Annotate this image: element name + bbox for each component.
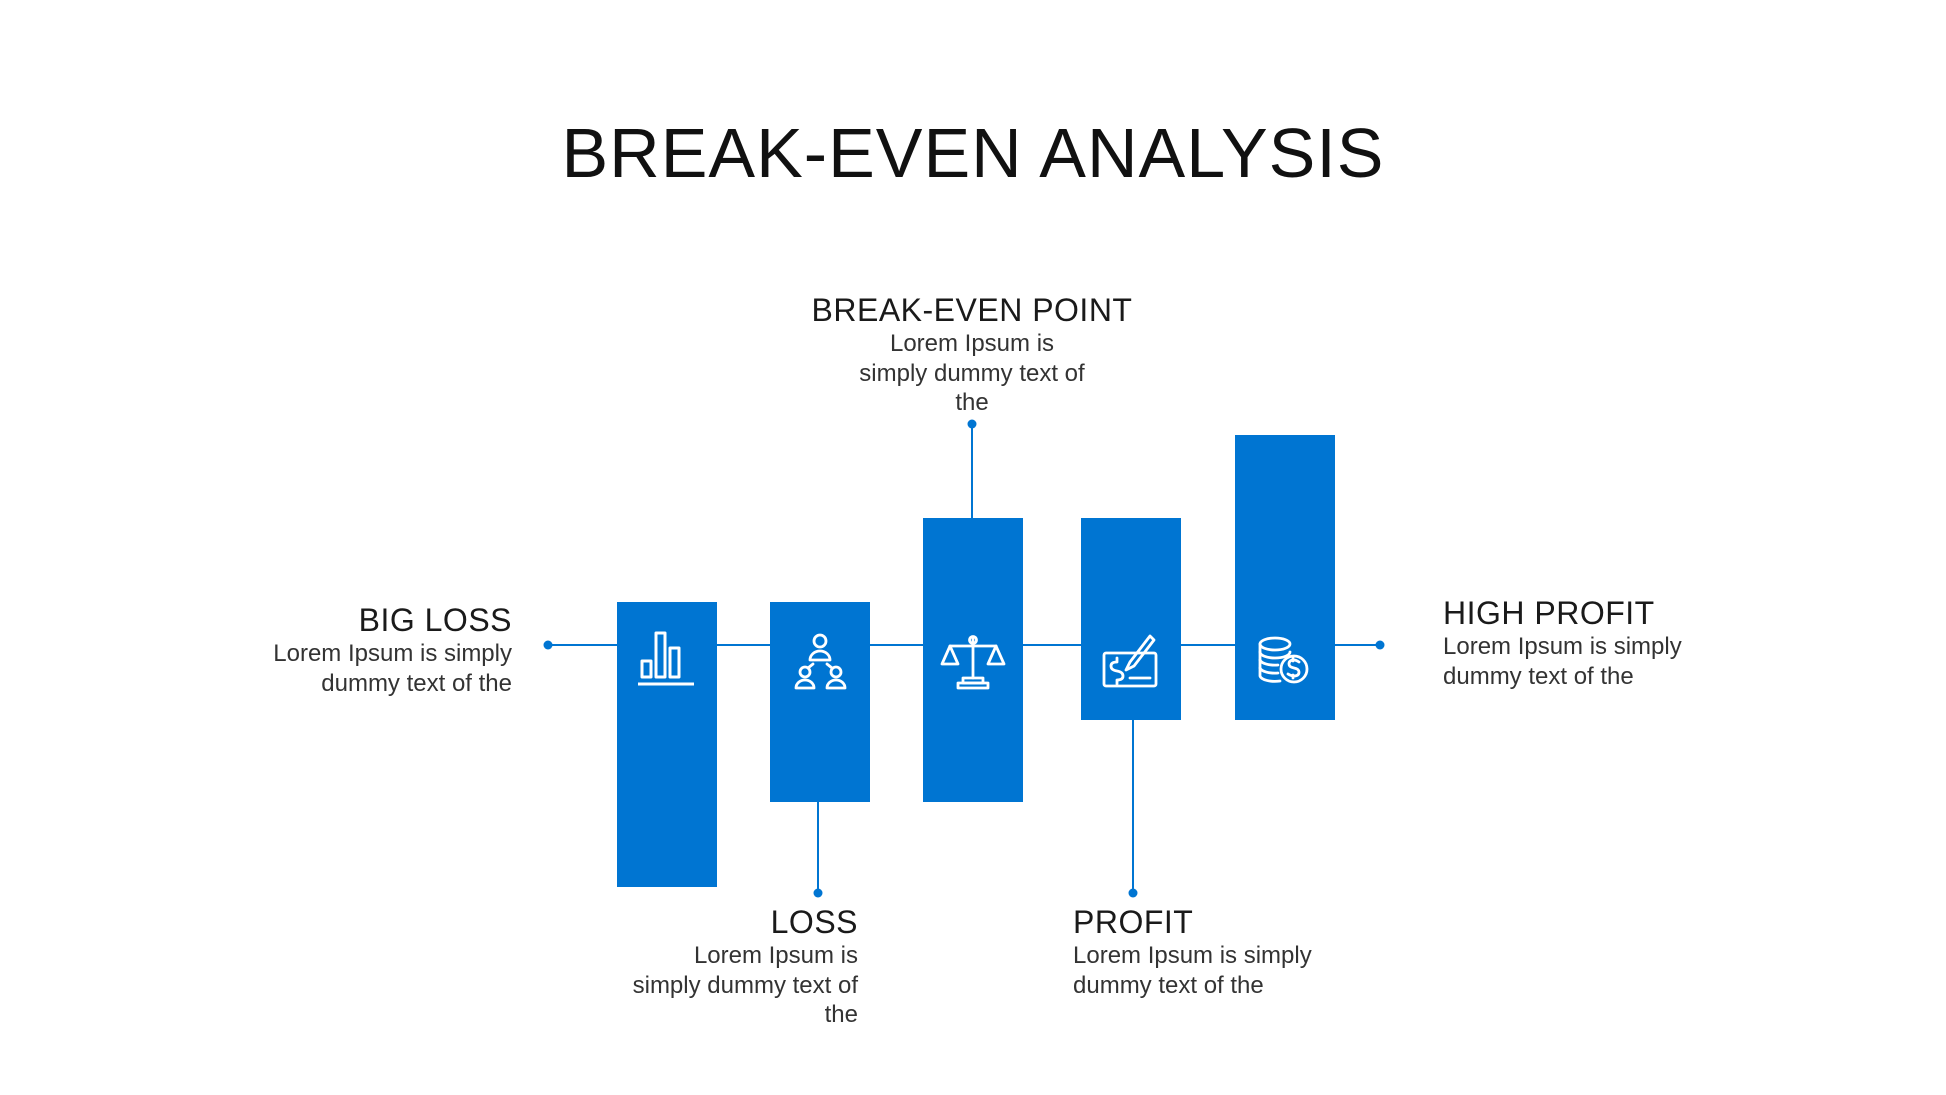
bar-big-loss bbox=[617, 602, 717, 887]
loss-connector-dot bbox=[813, 888, 823, 898]
bar-profit bbox=[1081, 518, 1181, 720]
high-profit-heading: HIGH PROFIT bbox=[1443, 595, 1655, 631]
break-even-connector-dot bbox=[967, 419, 977, 429]
high-profit-description: Lorem Ipsum is simply dummy text of the bbox=[1443, 633, 1682, 690]
profit-heading: PROFIT bbox=[1073, 904, 1194, 940]
page-title: BREAK-EVEN ANALYSIS bbox=[561, 114, 1385, 192]
team-hierarchy-icon bbox=[794, 633, 847, 690]
break-even-point-label: BREAK-EVEN POINT Lorem Ipsum is simply d… bbox=[782, 291, 1162, 417]
profit-connector-dot bbox=[1128, 888, 1138, 898]
profit-label: PROFIT Lorem Ipsum is simply dummy text … bbox=[1073, 903, 1373, 1000]
baseline-left-dot bbox=[543, 640, 553, 650]
bar-loss bbox=[770, 602, 870, 802]
balance-scale-icon bbox=[940, 635, 1006, 690]
big-loss-description: Lorem Ipsum is simply dummy text of the bbox=[273, 640, 512, 697]
high-profit-label: HIGH PROFIT Lorem Ipsum is simply dummy … bbox=[1443, 594, 1743, 691]
big-loss-heading: BIG LOSS bbox=[358, 602, 512, 638]
break-even-point-description: Lorem Ipsum is simply dummy text of the bbox=[859, 330, 1085, 416]
profit-description: Lorem Ipsum is simply dummy text of the bbox=[1073, 942, 1312, 999]
break-even-point-heading: BREAK-EVEN POINT bbox=[811, 292, 1133, 328]
bar-high-profit bbox=[1235, 435, 1335, 720]
coins-icon bbox=[1258, 636, 1309, 684]
loss-description: Lorem Ipsum is simply dummy text of the bbox=[632, 942, 858, 1028]
loss-label: LOSS Lorem Ipsum is simply dummy text of… bbox=[604, 903, 858, 1029]
loss-heading: LOSS bbox=[770, 904, 858, 940]
big-loss-label: BIG LOSS Lorem Ipsum is simply dummy tex… bbox=[224, 601, 512, 698]
check-signing-icon bbox=[1102, 634, 1158, 688]
baseline-right-dot bbox=[1375, 640, 1385, 650]
bar-chart-icon bbox=[638, 631, 694, 686]
